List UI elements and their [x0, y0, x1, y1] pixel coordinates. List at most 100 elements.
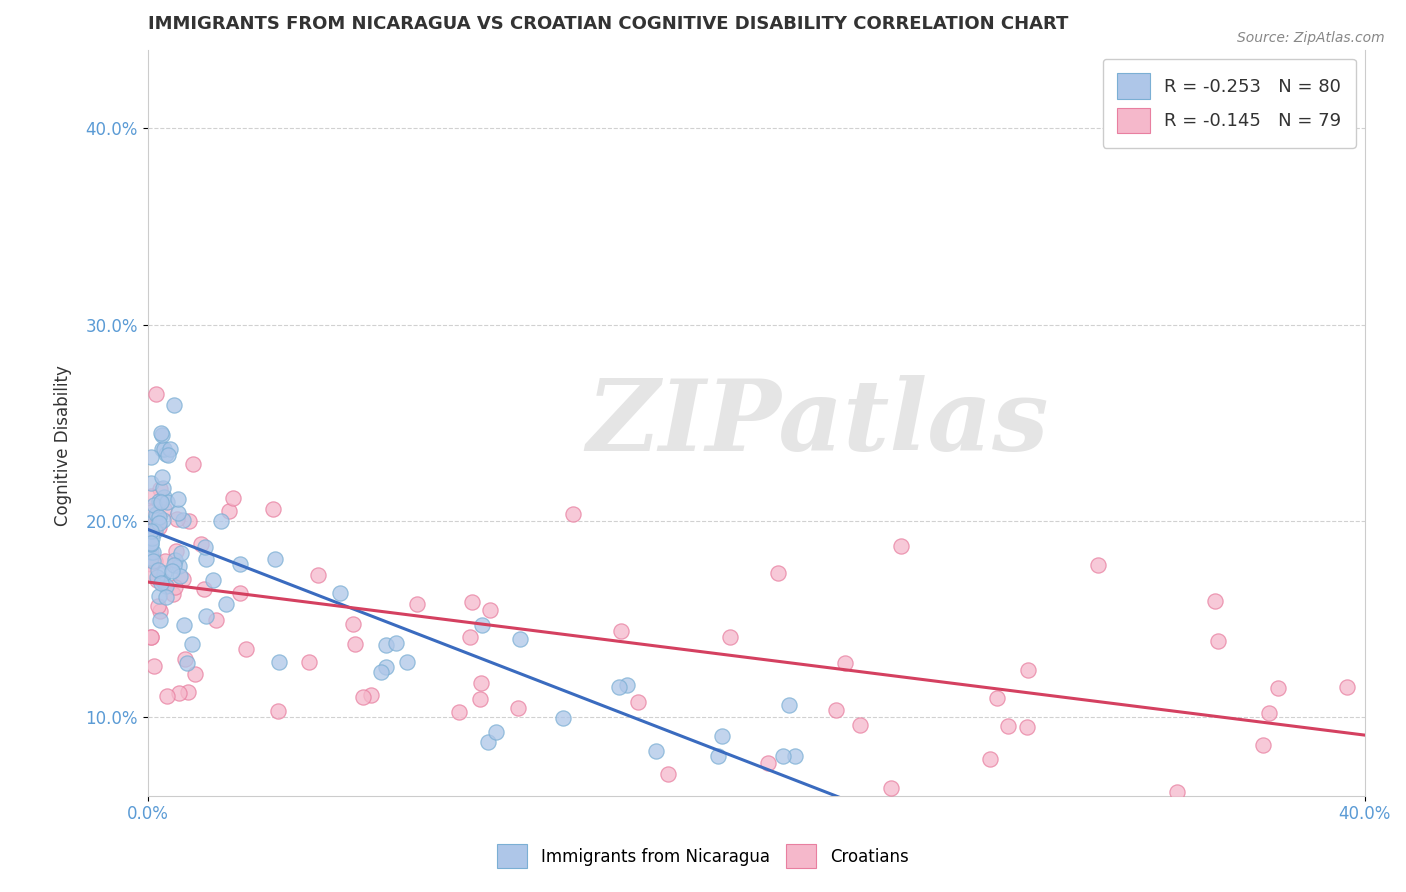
Point [167, 506, 190, 520]
Point [778, 698, 800, 712]
Point [148, 510, 170, 524]
Point [139, 475, 162, 490]
Point [139, 536, 162, 550]
Point [1258, 706, 1281, 721]
Point [298, 655, 321, 669]
Point [166, 512, 188, 526]
Point [142, 499, 165, 513]
Point [194, 552, 217, 566]
Point [143, 512, 166, 526]
Point [1336, 680, 1358, 694]
Point [176, 657, 198, 671]
Point [155, 554, 177, 568]
Point [150, 425, 173, 440]
Point [139, 557, 162, 571]
Point [183, 457, 205, 471]
Point [184, 667, 207, 681]
Point [145, 524, 167, 538]
Point [205, 613, 228, 627]
Point [477, 735, 499, 749]
Point [148, 520, 170, 534]
Point [194, 540, 217, 554]
Point [163, 398, 186, 412]
Point [139, 524, 162, 538]
Point [785, 749, 807, 764]
Point [139, 536, 162, 550]
Point [145, 508, 167, 522]
Point [157, 448, 180, 462]
Point [986, 690, 1008, 705]
Point [166, 492, 188, 507]
Point [447, 705, 470, 719]
Point [562, 507, 585, 521]
Point [506, 701, 529, 715]
Point [471, 618, 494, 632]
Point [711, 729, 734, 743]
Point [609, 624, 631, 639]
Point [329, 585, 352, 599]
Point [156, 689, 179, 703]
Point [229, 557, 252, 571]
Text: Cognitive Disability: Cognitive Disability [55, 366, 72, 526]
Point [485, 724, 508, 739]
Point [343, 637, 366, 651]
Point [551, 711, 574, 725]
Point [148, 516, 170, 530]
Point [396, 655, 419, 669]
Point [267, 704, 290, 718]
Point [848, 718, 870, 732]
Point [139, 521, 162, 535]
Point [153, 491, 176, 505]
Point [267, 655, 290, 669]
Point [616, 678, 638, 692]
Point [262, 502, 284, 516]
Point [215, 598, 238, 612]
Point [880, 780, 903, 795]
Point [190, 537, 212, 551]
Point [172, 513, 194, 527]
Point [209, 515, 232, 529]
Point [149, 576, 172, 591]
Point [607, 680, 630, 694]
Point [1267, 681, 1289, 696]
Point [139, 505, 162, 519]
Point [156, 495, 179, 509]
Legend: Immigrants from Nicaragua, Croatians: Immigrants from Nicaragua, Croatians [491, 838, 915, 875]
Point [142, 545, 165, 559]
Point [772, 749, 794, 764]
Point [766, 566, 789, 580]
Point [1017, 663, 1039, 677]
Point [177, 514, 200, 528]
Point [264, 552, 287, 566]
Point [149, 613, 172, 627]
Point [180, 637, 202, 651]
Point [374, 638, 396, 652]
Point [139, 630, 162, 644]
Point [152, 469, 174, 483]
Point [193, 582, 215, 596]
Point [468, 692, 491, 706]
Point [146, 599, 169, 613]
Point [460, 595, 482, 609]
Point [374, 660, 396, 674]
Point [139, 550, 162, 565]
Point [173, 617, 195, 632]
Text: ZIPatlas: ZIPatlas [586, 375, 1049, 471]
Point [645, 744, 668, 758]
Point [167, 559, 190, 574]
Point [155, 579, 177, 593]
Point [360, 688, 382, 702]
Point [342, 616, 364, 631]
Point [153, 566, 176, 580]
Point [218, 504, 240, 518]
Point [626, 695, 648, 709]
Point [165, 544, 187, 558]
Point [139, 450, 162, 465]
Point [153, 442, 176, 457]
Point [222, 491, 245, 505]
Point [139, 549, 162, 563]
Point [162, 586, 184, 600]
Point [150, 573, 173, 587]
Point [153, 502, 176, 516]
Point [657, 767, 679, 781]
